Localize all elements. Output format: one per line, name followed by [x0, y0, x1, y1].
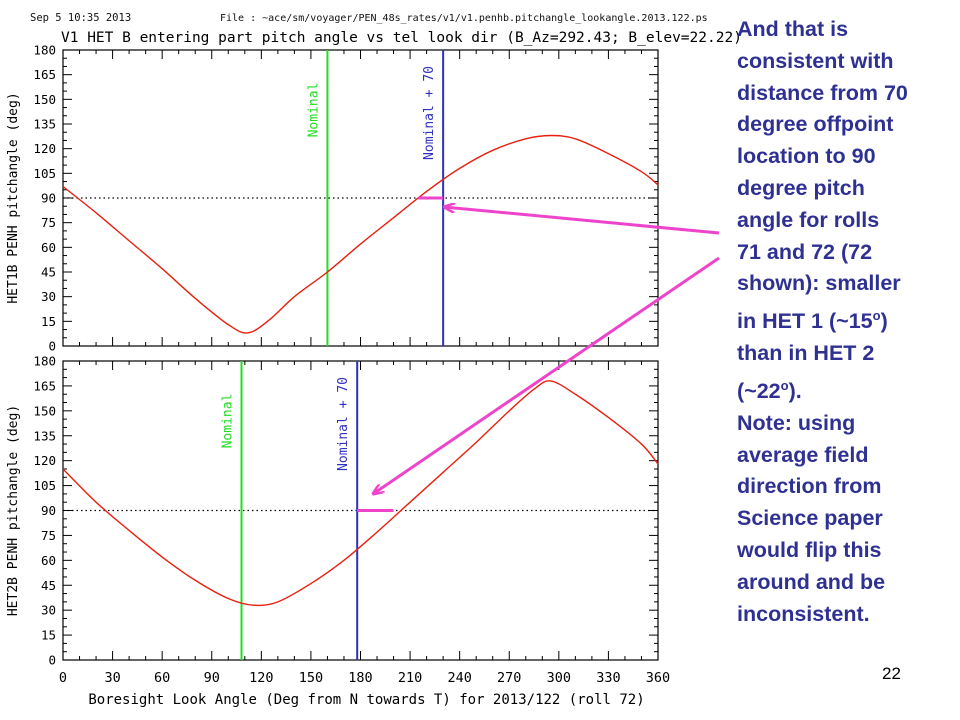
x-tick-label: 90: [204, 670, 220, 686]
y-tick-label: 45: [41, 265, 56, 280]
y-tick-label: 0: [48, 653, 56, 668]
pitch-angle-series-line: [62, 380, 659, 607]
x-tick-label: 0: [59, 670, 67, 686]
y-tick-label: 165: [33, 378, 56, 393]
plot-panel-1: V1 HET B entering part pitch angle vs te…: [6, 30, 742, 354]
y-tick-label: 180: [33, 43, 56, 58]
annotation-line: Note: using: [737, 410, 856, 435]
y-tick-label: 105: [33, 166, 56, 181]
y-tick-label: 105: [33, 478, 56, 493]
nominal-label: Nominal: [306, 83, 321, 138]
annotation-line: around and be: [737, 569, 886, 594]
y-tick-label: 135: [33, 117, 56, 132]
paren-close: ): [880, 309, 888, 334]
header-datetime: Sep 5 10:35 2013: [30, 12, 131, 24]
plot-panel-2: 0 15 30 45 60 75 90 105 120 135 150 165 180 0 30 60 90 12…: [6, 354, 670, 709]
arrow-to-het2: [373, 256, 720, 494]
y-tick-label: 75: [41, 528, 56, 543]
y-tick-label: 120: [33, 453, 56, 468]
y-tick-label: 90: [41, 191, 56, 206]
degree-mark: o: [872, 308, 881, 324]
x-tick-label: 30: [104, 670, 120, 686]
y-tick-label: 30: [41, 603, 56, 618]
annotation-line: than in HET 2: [737, 341, 875, 366]
y-tick-label: 180: [33, 354, 56, 369]
plots-group: V1 HET B entering part pitch angle vs te…: [6, 30, 742, 708]
x-tick-label: 180: [348, 670, 372, 686]
x-tick-label: 300: [547, 670, 571, 686]
arrow-to-het1: [444, 207, 720, 235]
x-tick-label: 60: [154, 670, 170, 686]
annotation-line: inconsistent.: [737, 601, 870, 626]
degree-mark: o: [780, 377, 789, 393]
annotation-line: degree offpoint: [737, 112, 894, 137]
x-tick-label: 360: [646, 670, 670, 686]
y-tick-label: 0: [48, 339, 56, 354]
y-tick-label: 150: [33, 403, 56, 418]
y-tick-label: 90: [41, 503, 56, 518]
annotation-line-text: in HET 1 (~15: [737, 309, 873, 334]
annotation-line-text: (~22: [737, 379, 781, 404]
header-file-path: File : ~ace/sm/voyager/PEN_48s_rates/v1/…: [220, 13, 708, 24]
pitch-angle-series-line: [62, 134, 659, 334]
annotation-line: location to 90: [737, 144, 876, 169]
x-axis-label: Boresight Look Angle (Deg from N towards…: [88, 692, 644, 708]
annotation-line: in HET 1 (~15o): [737, 300, 959, 338]
annotation-line: degree pitch: [737, 175, 865, 200]
y-axis-label: HET1B PENH pitchangle (deg): [6, 92, 21, 303]
y-tick-label: 15: [41, 314, 56, 329]
y-tick-label: 15: [41, 628, 56, 643]
annotation-line: Science paper: [737, 506, 883, 531]
nominal-plus-70-label: Nominal + 70: [336, 377, 351, 471]
y-tick-label: 120: [33, 141, 56, 156]
x-tick-label: 150: [299, 670, 323, 686]
annotation-line: distance from 70: [737, 80, 908, 105]
annotation-line: direction from: [737, 474, 882, 499]
annotation-line: 71 and 72 (72: [737, 239, 873, 264]
y-tick-label: 45: [41, 578, 56, 593]
annotation-line: And that is: [737, 17, 849, 41]
annotation-line: consistent with: [737, 48, 894, 73]
nominal-plus-70-label: Nominal + 70: [422, 66, 437, 160]
y-tick-label: 135: [33, 428, 56, 443]
x-tick-label: 240: [447, 670, 471, 686]
x-tick-label: 210: [398, 670, 422, 686]
annotation-text: And that is consistent with distance fro…: [737, 14, 959, 630]
y-tick-label: 60: [41, 240, 56, 255]
y-tick-label: 165: [33, 67, 56, 82]
annotation-line: angle for rolls: [737, 207, 880, 232]
slide-number: 22: [882, 664, 901, 683]
y-tick-label: 75: [41, 215, 56, 230]
y-tick-label: 30: [41, 289, 56, 304]
x-tick-label: 270: [497, 670, 521, 686]
y-tick-label: 60: [41, 553, 56, 568]
annotation-line: would flip this: [737, 538, 882, 563]
paren-close: ).: [788, 379, 802, 404]
y-axis-label: HET2B PENH pitchangle (deg): [6, 405, 21, 616]
y-tick-label: 150: [33, 92, 56, 107]
annotation-line: (~22o).: [737, 370, 959, 408]
chart-title: V1 HET B entering part pitch angle vs te…: [61, 30, 742, 46]
annotation-arrows: [373, 207, 720, 494]
annotation-line: shown): smaller: [737, 271, 901, 296]
x-tick-label: 120: [249, 670, 273, 686]
x-tick-label: 330: [596, 670, 620, 686]
annotation-line: average field: [737, 442, 869, 467]
nominal-label: Nominal: [221, 394, 236, 449]
